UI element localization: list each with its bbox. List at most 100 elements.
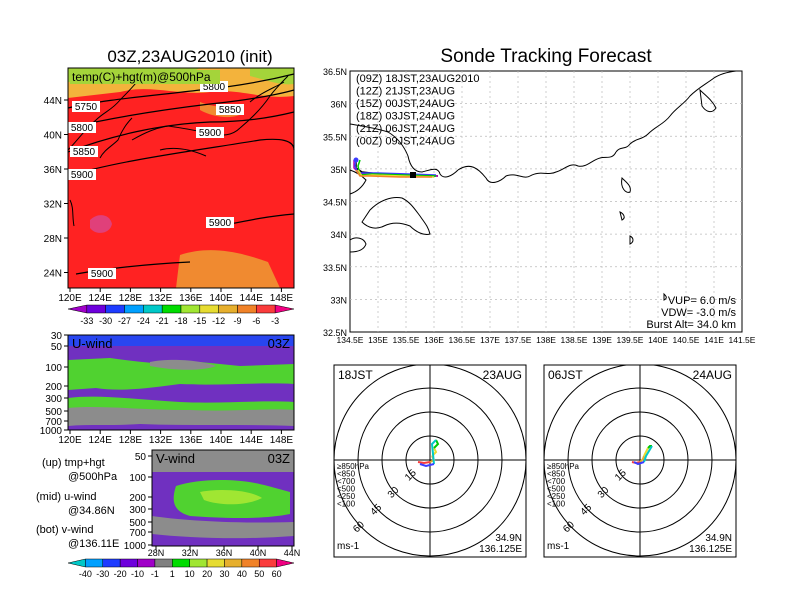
v-wind-x-labels: 28N 32N 36N 40N 44N: [148, 546, 300, 558]
colorbar-label: -21: [156, 316, 169, 326]
hodograph-trace: [643, 445, 653, 463]
pressure-label: 30: [51, 331, 63, 342]
colorbar-label: -33: [80, 316, 93, 326]
pressure-label: 200: [45, 382, 62, 393]
lon-label: 132E: [149, 435, 173, 446]
lon-label: 144E: [240, 435, 264, 446]
colorbar-swatch: [161, 304, 182, 314]
sonde-lon-labels: 134.5E 135E 135.5E 136E 136.5E 137E 137.5E 138E…: [337, 335, 756, 345]
colorbar-swatch: [86, 304, 106, 314]
hodograph-date-label: 23AUG: [483, 368, 522, 382]
v-wind-lightgreen-zone: [200, 490, 262, 505]
colorbar-swatch: [67, 304, 88, 314]
pressure-label: 300: [129, 505, 146, 516]
u-wind-frame: [67, 334, 295, 431]
colorbar-label: -12: [212, 316, 225, 326]
field-label-bg: [70, 70, 220, 84]
lon-label: 141E: [704, 335, 724, 345]
colorbar-label: -15: [193, 316, 206, 326]
param-vup: VUP= 6.0 m/s: [668, 295, 737, 307]
sonde-grid: [350, 71, 742, 332]
pressure-legend-entry: <100: [547, 500, 566, 509]
sonde-lat-labels: 36.5N 36N 35.5N 35N 34.5N 34N 33.5N 33N 32.5N: [323, 67, 347, 338]
colorbar-swatch: [102, 558, 121, 568]
note-mid-line1: (mid) u-wind: [36, 491, 97, 503]
lat-label: 34N: [330, 230, 347, 240]
colorbar-label: -6: [252, 316, 260, 326]
launch-marker: [353, 157, 359, 163]
map-lat-labels: 44N 40N 36N 32N 28N 24N: [44, 96, 68, 280]
colorbar-label: -40: [79, 569, 92, 579]
hodograph-lat: 34.9N: [705, 533, 732, 544]
hodograph-trace: [433, 439, 440, 449]
map-coastlines: [67, 71, 289, 227]
u-wind-green-zone: [68, 358, 294, 390]
pressure-legend-entry: ≥850hPa: [547, 462, 580, 471]
lon-label: 120E: [58, 435, 82, 446]
lat-label: 40N: [44, 131, 62, 142]
lat-label: 35.5N: [323, 132, 347, 142]
legend-entry: (12Z) 21JST,23AUG: [356, 86, 455, 98]
colorbar-swatch: [237, 304, 257, 314]
colorbar-swatch: [172, 558, 190, 568]
contour-label-box: [88, 268, 116, 279]
lon-label: 144E: [240, 293, 264, 304]
hodograph-trace: [430, 439, 437, 465]
hodograph-trace: [417, 461, 431, 465]
hodograph-date-label: 24AUG: [693, 368, 732, 382]
contour-label-box: [200, 81, 228, 92]
map-panel: 5800 5750 5850 5800 5900 5850 5900 5900 …: [67, 67, 295, 289]
lon-label: 137.5E: [505, 335, 532, 345]
map-frame: [67, 67, 295, 289]
lon-label: 136E: [424, 335, 444, 345]
colorbar-label: 30: [219, 569, 229, 579]
u-wind-jet-band: [68, 335, 294, 346]
colorbar-label: 10: [185, 569, 195, 579]
v-wind-panel: V-wind 03Z: [151, 449, 295, 547]
pressure-legend-entry: <700: [337, 477, 356, 486]
colorbar-swatch: [105, 304, 125, 314]
lon-label: 137E: [480, 335, 500, 345]
colorbar-swatch: [119, 558, 138, 568]
pressure-label: 700: [129, 528, 146, 539]
colorbar-label: -3: [271, 316, 279, 326]
lon-label: 136E: [179, 435, 203, 446]
colorbar-label: 50: [254, 569, 264, 579]
colorbar-swatch: [274, 304, 295, 314]
colorbar-swatch: [241, 558, 260, 568]
colorbar-label: -27: [118, 316, 131, 326]
hodograph-trace: [633, 461, 645, 466]
lat-label: 36N: [44, 165, 62, 176]
pressure-legend-entry: <500: [547, 485, 566, 494]
pressure-legend-entry: <700: [547, 477, 566, 486]
lon-label: 139E: [592, 335, 612, 345]
colorbar-swatch: [199, 304, 219, 314]
lon-label: 124E: [89, 293, 113, 304]
colorbar-label: 40: [237, 569, 247, 579]
lat-label: 32N: [182, 548, 199, 558]
pressure-label: 700: [45, 417, 62, 428]
note-up-line1: (up) tmp+hgt: [42, 457, 105, 469]
colorbar-label: 20: [202, 569, 212, 579]
map-lon-labels: 120E 124E 128E 132E 136E 140E 144E 148E: [58, 288, 293, 304]
lat-label: 28N: [148, 548, 165, 558]
lon-label: 134.5E: [337, 335, 364, 345]
contour-label: 5900: [71, 170, 94, 181]
pressure-legend-entry: <850: [547, 470, 566, 479]
colorbar-label: -20: [114, 569, 127, 579]
trajectory-18z: [357, 159, 437, 177]
colorbar-swatch: [137, 558, 156, 568]
hodograph-unit: ms-1: [337, 541, 360, 552]
contour-label: 5800: [203, 82, 226, 93]
sonde-title: Sonde Tracking Forecast: [440, 46, 652, 67]
panel-notes: (up) tmp+hgt @500hPa (mid) u-wind @34.86…: [36, 457, 119, 550]
wind-colorbar: -40 -30 -20 -10 -1 1 10 20 30 40 50 60: [67, 558, 295, 579]
lon-label: 120E: [58, 293, 82, 304]
lat-label: 24N: [44, 269, 62, 280]
colorbar-swatch: [154, 558, 173, 568]
pressure-label: 100: [129, 473, 146, 484]
lon-label: 141.5E: [729, 335, 756, 345]
colorbar-label: -30: [96, 569, 109, 579]
note-bot-line1: (bot) v-wind: [36, 524, 93, 536]
colorbar-swatch: [224, 558, 243, 568]
